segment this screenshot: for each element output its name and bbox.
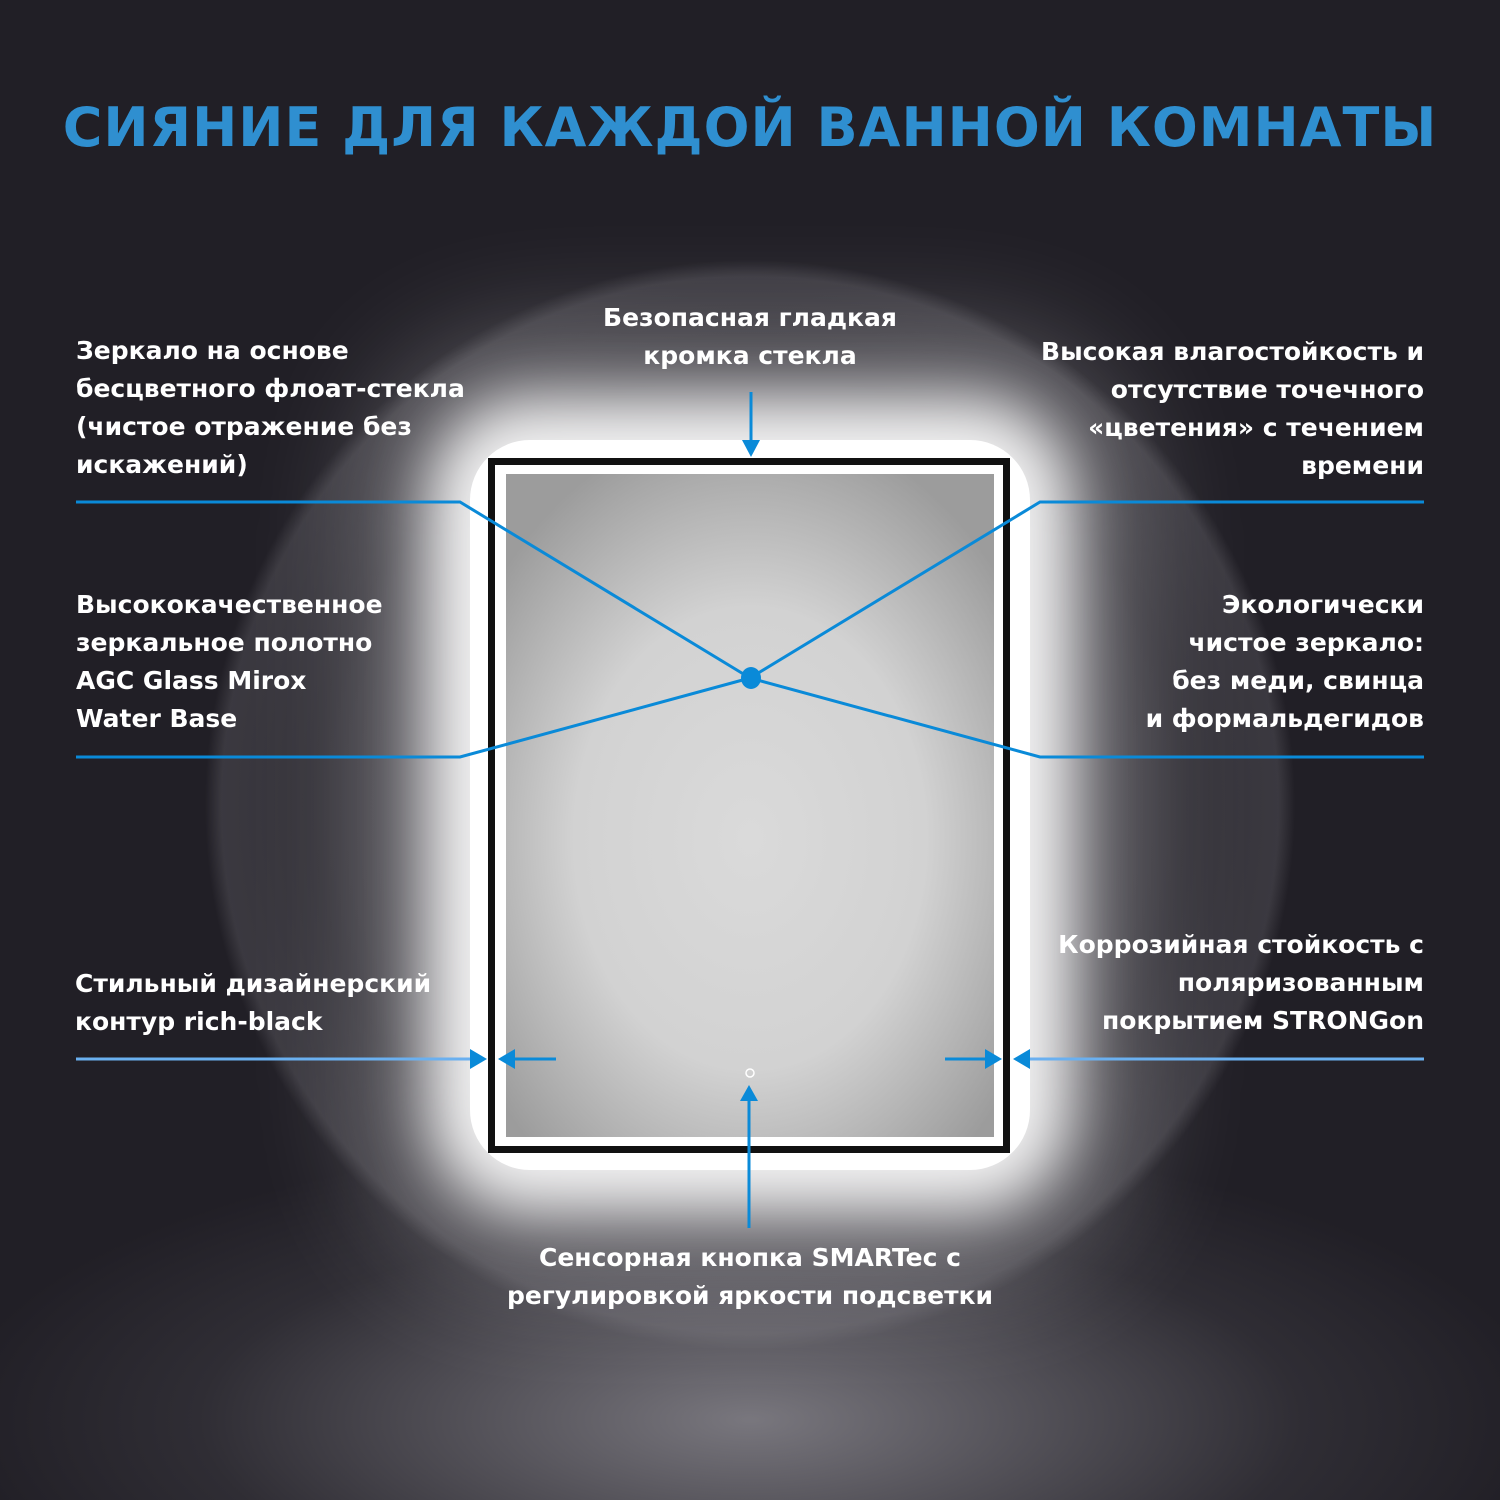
page-title: СИЯНИЕ ДЛЯ КАЖДОЙ ВАННОЙ КОМНАТЫ: [62, 96, 1438, 159]
callout-bottom-right: Коррозийная стойкость с поляризованным п…: [1058, 930, 1424, 1035]
callout-mid-left: Высококачественное зеркальное полотно AG…: [76, 590, 383, 733]
arrow-left-icon: [498, 1049, 515, 1069]
callout-top-left: Зеркало на основе бесцветного флоат-стек…: [76, 336, 465, 479]
mirror-glass: [506, 474, 994, 1137]
line-top-right: [749, 500, 1424, 680]
line-mid-right: [749, 676, 1424, 759]
callout-top-right: Высокая влагостойкость и отсутствие точе…: [1041, 337, 1424, 480]
arrow-up-icon: [740, 1085, 758, 1101]
callout-bottom-center: Сенсорная кнопка SMARTec с регулировкой …: [506, 1243, 994, 1310]
callout-bottom-left: Стильный дизайнерский контур rich-black: [75, 969, 432, 1036]
center-dot-icon: [741, 667, 761, 689]
arrow-right-icon: [985, 1049, 1002, 1069]
callout-top-center: Безопасная гладкая кромка стекла: [603, 303, 897, 370]
arrow-left-icon: [1013, 1049, 1030, 1069]
callout-mid-right: Экологически чистое зеркало: без меди, с…: [1145, 590, 1424, 733]
arrow-right-icon: [470, 1049, 487, 1069]
arrow-down-icon: [742, 440, 760, 457]
line-mid-left: [76, 676, 751, 759]
touch-button-icon: [745, 1068, 755, 1078]
line-top-left: [76, 500, 751, 680]
